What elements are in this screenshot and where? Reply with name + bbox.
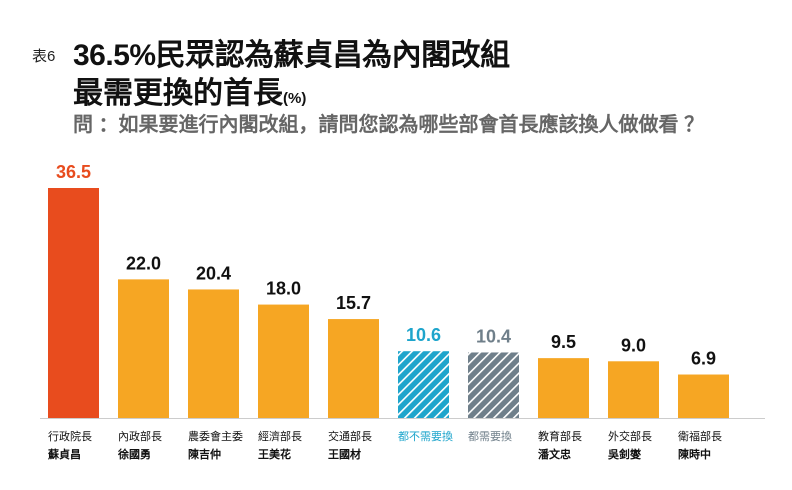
bar [48, 188, 99, 418]
category-name-label: 陳時中 [678, 447, 711, 461]
category-label: 都不需要換 [398, 430, 453, 443]
data-label: 10.4 [476, 326, 511, 346]
chart-title: 36.5%民眾認為蘇貞昌為內閣改組 [73, 39, 510, 72]
unit-label: (%) [283, 90, 307, 107]
category-name-label: 徐國勇 [117, 447, 151, 461]
category-label: 交通部長 [328, 429, 372, 443]
data-label: 15.7 [336, 293, 371, 313]
category-name-label: 陳吉仲 [188, 447, 221, 461]
category-label: 行政院長 [48, 429, 92, 443]
bar [258, 304, 309, 418]
data-label: 36.5 [56, 162, 91, 182]
category-name-label: 潘文忠 [538, 447, 571, 461]
category-label: 經濟部長 [258, 429, 302, 443]
data-label: 18.0 [266, 279, 301, 299]
category-label: 衛福部長 [678, 429, 722, 443]
category-name-label: 王國材 [328, 447, 361, 461]
bar [398, 351, 449, 418]
category-name-label: 蘇貞昌 [47, 447, 81, 461]
data-label: 20.4 [196, 263, 231, 283]
table-number: 表6 [32, 48, 56, 65]
bar [118, 279, 169, 418]
bar [328, 319, 379, 418]
bar [678, 374, 729, 418]
data-label: 22.0 [126, 253, 161, 273]
bar [538, 358, 589, 418]
bar [608, 361, 659, 418]
bar [188, 289, 239, 418]
category-label: 外交部長 [608, 429, 652, 443]
data-label: 10.6 [406, 325, 441, 345]
data-label: 9.5 [551, 332, 576, 352]
title-text: 最需更換的首長 [73, 77, 283, 110]
chart-title-line2: 最需更換的首長(%) [73, 68, 306, 112]
category-label: 內政部長 [118, 429, 162, 443]
category-name-label: 吳釗燮 [607, 447, 641, 461]
question-text: 問 ：如果要進行內閣改組，請問您認為哪些部會首長應該換人做做看 ？ [73, 114, 705, 136]
data-label: 6.9 [691, 349, 716, 369]
data-label: 9.0 [621, 335, 646, 355]
category-name-label: 王美花 [258, 447, 291, 461]
category-label: 都需要換 [468, 430, 512, 443]
bar [468, 352, 519, 418]
category-label: 農委會主委 [188, 429, 243, 443]
category-label: 教育部長 [538, 429, 582, 443]
